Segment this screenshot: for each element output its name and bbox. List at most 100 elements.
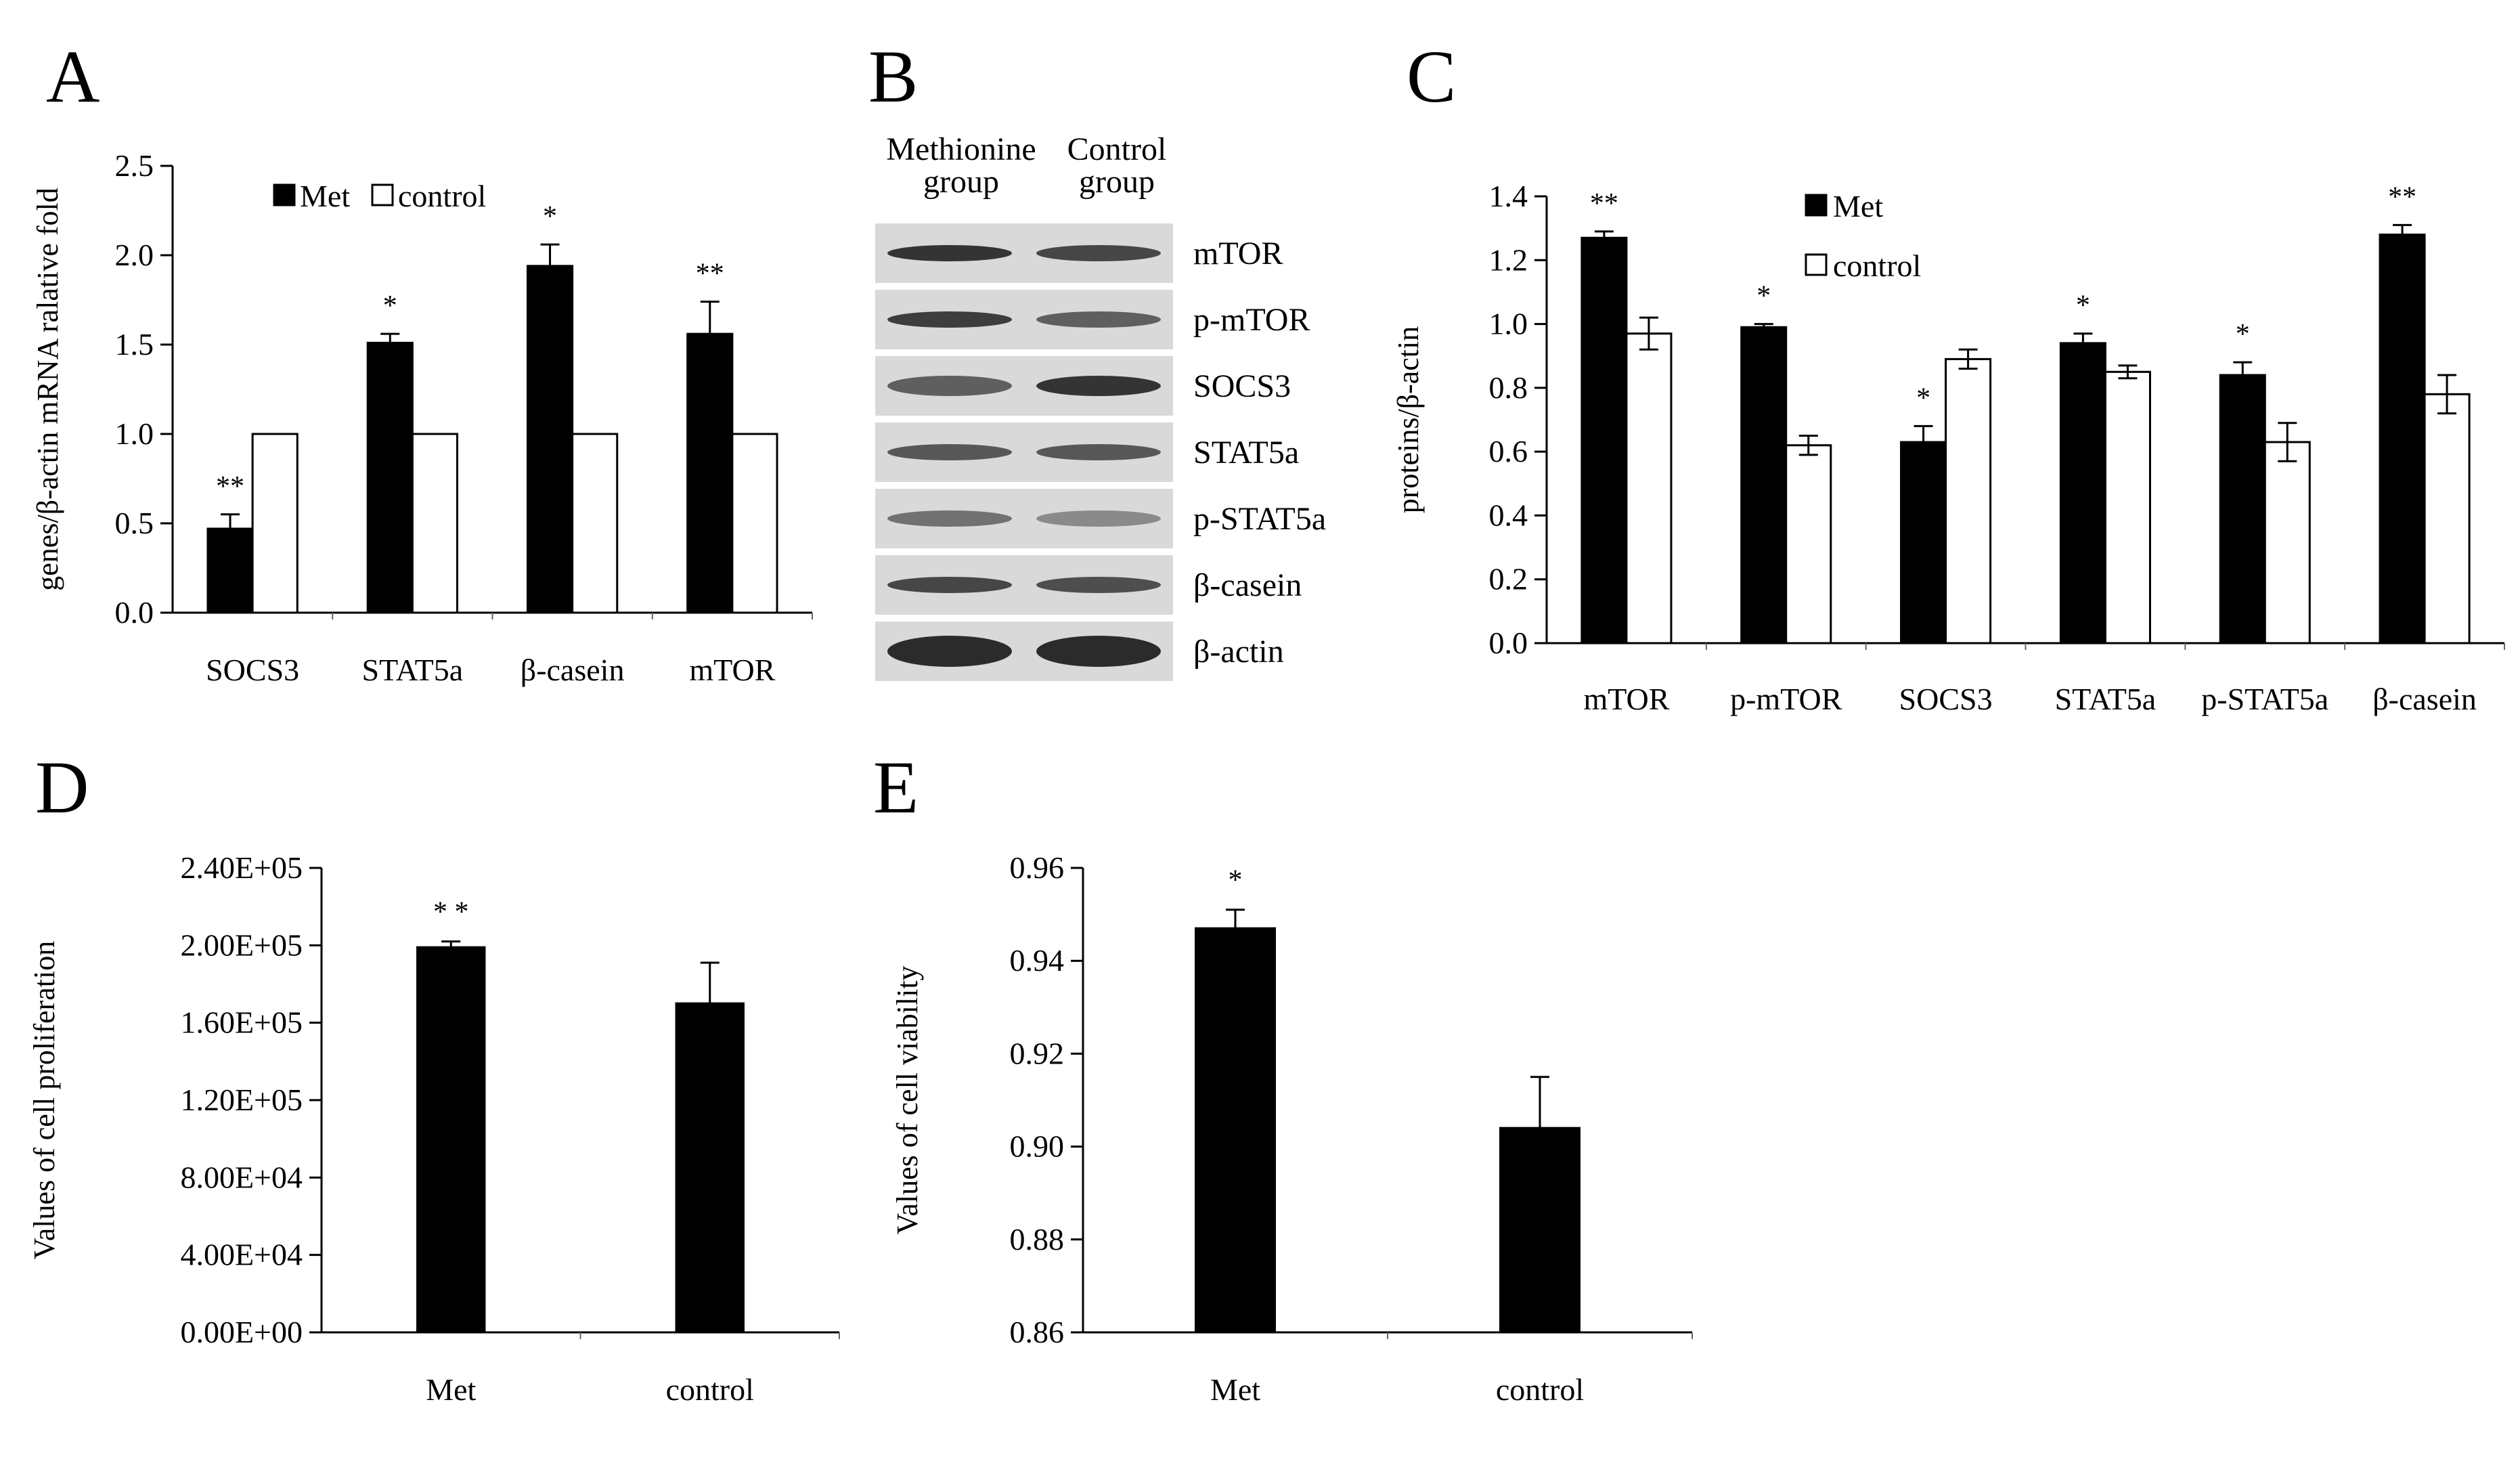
bar-control-p-mtor [1785,444,1832,645]
category-label-mtor: mTOR [1583,682,1669,716]
blot-header-control-line1: Control [1067,131,1167,167]
y-axis-label-d: Values of cell proliferation [28,941,61,1259]
bar-met-beta-casein [2379,234,2426,645]
y-axis-label-c: proteins/β-actin [1392,326,1425,514]
panel-letter-e: E [873,746,919,829]
y-tick-label: 0.0 [1489,626,1528,660]
y-tick-label: 2.0 [115,238,154,272]
y-tick-label: 1.60E+05 [180,1005,303,1040]
western-blot: Methionine group Control group mTOR p-mTO… [875,131,1326,681]
y-tick-label: 0.0 [115,595,154,630]
y-tick-label: 1.5 [115,327,154,362]
legend-swatch-control [1805,253,1828,276]
bar-met-socs3 [206,527,254,614]
bar-met-stat5a [366,341,414,614]
y-tick-label: 1.2 [1489,242,1528,277]
blot-band-control-socs3 [1036,376,1161,396]
significance-marker-beta-casein: * [543,201,557,232]
blot-band-met-p-stat5a [887,510,1012,527]
y-tick-label: 0.00E+00 [180,1315,303,1349]
legend-swatch-control [371,183,394,206]
blot-band-control-beta-actin [1036,636,1161,667]
bar-met-stat5a [2059,342,2106,645]
bar-control-stat5a [2104,370,2151,645]
y-tick-label: 0.5 [115,506,154,540]
blot-band-control-mtor [1036,245,1161,261]
legend-label-met: Met [1833,189,1883,223]
legend-label-control: control [398,179,486,213]
category-label-socs3: SOCS3 [206,653,299,687]
significance-marker-p-mtor: * [1756,281,1771,312]
significance-marker-mtor: ** [1590,188,1618,219]
y-tick-label: 8.00E+04 [180,1160,303,1194]
blot-band-met-mtor [887,245,1012,261]
y-tick-label: 0.6 [1489,434,1528,468]
blot-label-beta-casein: β-casein [1193,567,1302,603]
blot-band-control-p-stat5a [1036,510,1161,527]
blot-label-mtor: mTOR [1193,236,1283,271]
significance-marker-socs3: * [1916,383,1930,414]
bar-met-mtor [686,332,734,614]
blot-label-stat5a: STAT5a [1193,435,1299,471]
legend-swatch-met [273,183,296,206]
blot-band-met-stat5a [887,444,1012,460]
category-label-p-stat5a: p-STAT5a [2201,682,2328,716]
bar-control [675,1002,745,1334]
chart-e: 0.86 0.88 0.90 0.92 0.94 0.96 Values of cell v… [891,850,1693,1407]
chart-d: 0.00E+00 4.00E+04 8.00E+04 1.20E+05 1.60E+05… [28,850,840,1407]
blot-band-met-beta-casein [887,577,1012,593]
blot-label-p-stat5a: p-STAT5a [1193,501,1326,537]
blot-band-met-p-mtor [887,311,1012,328]
bar-control-p-stat5a [2263,441,2311,645]
category-label-control: control [1496,1372,1584,1407]
blot-band-met-beta-actin [887,636,1012,667]
y-axis-label-a: genes/β-actin mRNA ralative fold [31,188,64,590]
blot-band-met-socs3 [887,376,1012,396]
bar-met-p-mtor [1740,326,1788,645]
category-label-beta-casein: β-casein [2372,682,2477,716]
category-label-mtor: mTOR [689,653,775,687]
y-tick-label: 0.88 [1010,1222,1065,1257]
y-tick-label: 0.94 [1010,943,1065,978]
significance-marker-mtor: ** [696,259,724,290]
significance-marker-stat5a: * [383,290,397,322]
bar-control-beta-casein [2423,393,2471,645]
legend-label-met: Met [300,179,350,213]
bar-control-socs3 [1945,357,1992,645]
blot-header-methionine-line2: group [923,164,999,200]
significance-marker-socs3: ** [216,471,244,502]
significance-marker-met: * [1229,865,1243,896]
y-tick-label: 0.4 [1489,498,1528,532]
y-tick-label: 0.92 [1010,1036,1065,1070]
y-tick-label: 2.00E+05 [180,927,303,962]
y-tick-label: 0.86 [1010,1315,1065,1349]
blot-label-socs3: SOCS3 [1193,368,1291,404]
y-tick-label: 1.20E+05 [180,1083,303,1117]
bar-met [1195,927,1276,1334]
bar-control-beta-casein [571,433,619,614]
y-tick-label: 0.2 [1489,562,1528,596]
legend-label-control: control [1833,248,1921,283]
significance-marker-stat5a: * [2076,290,2090,322]
blot-band-control-beta-casein [1036,577,1161,593]
bar-control-mtor [731,433,778,614]
category-label-met: Met [1210,1372,1260,1407]
y-tick-label: 1.4 [1489,179,1528,213]
blot-band-control-stat5a [1036,444,1161,460]
y-tick-label: 0.90 [1010,1129,1065,1164]
bar-control-stat5a [411,433,459,614]
legend-c: Met control [1805,189,1921,283]
y-tick-label: 0.96 [1010,850,1065,885]
chart-c: 0.0 0.2 0.4 0.6 0.8 1.0 1.2 1.4 proteins/β-actin… [1392,179,2505,716]
category-label-socs3: SOCS3 [1899,682,1993,716]
bar-met [416,946,486,1334]
y-tick-label: 1.0 [1489,307,1528,341]
significance-marker-p-stat5a: * [2236,319,2250,350]
y-tick-label: 0.8 [1489,370,1528,405]
panel-letter-d: D [35,746,89,829]
category-label-beta-casein: β-casein [521,653,625,687]
bar-met-p-stat5a [2219,374,2266,645]
panel-letter-b: B [868,35,918,118]
